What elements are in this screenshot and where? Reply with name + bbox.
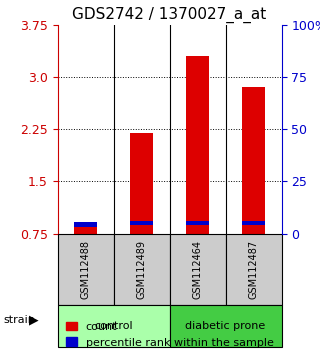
Text: GSM112489: GSM112489 <box>137 240 147 299</box>
FancyBboxPatch shape <box>58 305 170 347</box>
Bar <box>74 225 97 234</box>
Bar <box>186 56 209 234</box>
FancyBboxPatch shape <box>170 305 282 347</box>
FancyBboxPatch shape <box>226 234 282 305</box>
FancyBboxPatch shape <box>114 234 170 305</box>
Text: control: control <box>94 321 133 331</box>
FancyBboxPatch shape <box>170 234 226 305</box>
Legend: count, percentile rank within the sample: count, percentile rank within the sample <box>61 317 278 352</box>
Bar <box>131 221 153 225</box>
Bar <box>74 222 97 227</box>
Bar <box>186 221 209 225</box>
Text: diabetic prone: diabetic prone <box>186 321 266 331</box>
Text: ▶: ▶ <box>29 314 38 327</box>
Bar <box>243 221 265 225</box>
Bar <box>131 133 153 234</box>
Text: strain: strain <box>3 315 35 325</box>
Text: GSM112464: GSM112464 <box>193 240 203 299</box>
Title: GDS2742 / 1370027_a_at: GDS2742 / 1370027_a_at <box>72 7 267 23</box>
Bar <box>243 87 265 234</box>
Text: GSM112488: GSM112488 <box>81 240 91 299</box>
Text: GSM112487: GSM112487 <box>249 240 259 299</box>
FancyBboxPatch shape <box>58 234 114 305</box>
